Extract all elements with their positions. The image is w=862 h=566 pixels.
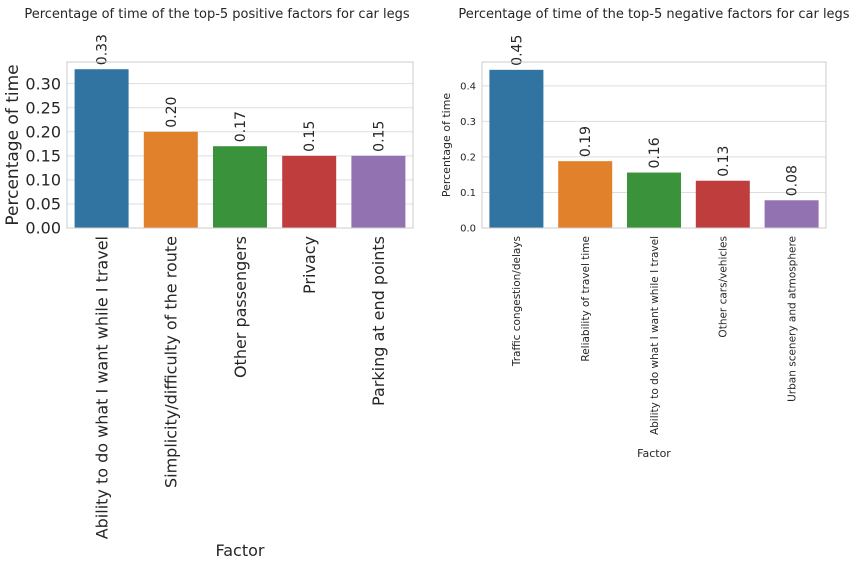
x-tick-label: Privacy bbox=[300, 236, 319, 294]
bar bbox=[351, 155, 406, 228]
chart-right-x-label: Factor bbox=[637, 447, 671, 460]
chart-left-frame bbox=[66, 61, 414, 229]
x-tick-label: Ability to do what I want while I travel bbox=[92, 236, 111, 539]
x-tick-label: Urban scenery and atmosphere bbox=[786, 236, 798, 402]
x-tick-label: Reliability of travel time bbox=[580, 236, 592, 362]
chart-left-y-ticks: 0.00 0.05 0.10 0.15 0.20 0.25 0.30 bbox=[25, 74, 61, 237]
y-tick-label: 0.10 bbox=[25, 170, 61, 189]
chart-right-y-label: Percentage of time bbox=[440, 93, 453, 198]
bar bbox=[489, 69, 544, 228]
y-tick-label: 0.4 bbox=[460, 81, 476, 92]
bar bbox=[74, 69, 129, 228]
bar bbox=[213, 146, 267, 228]
y-tick-label: 0.05 bbox=[25, 195, 61, 214]
x-tick-label: Other passengers bbox=[231, 236, 250, 378]
x-tick-label: Ability to do what I want while I travel bbox=[649, 236, 661, 435]
bar bbox=[143, 131, 198, 228]
bar-value-label: 0.19 bbox=[578, 126, 594, 157]
chart-left-x-label: Factor bbox=[216, 541, 265, 560]
bar bbox=[282, 155, 337, 228]
bar bbox=[695, 180, 750, 228]
y-tick-label: 0.25 bbox=[25, 98, 61, 117]
y-tick-label: 0.00 bbox=[25, 219, 61, 238]
y-tick-label: 0.0 bbox=[460, 224, 476, 235]
chart-left-title: Percentage of time of the top-5 positive… bbox=[24, 7, 410, 22]
bar-value-label: 0.08 bbox=[785, 165, 801, 196]
x-tick-label: Parking at end points bbox=[369, 236, 388, 406]
chart-right-x-ticks: Traffic congestion/delays Reliability of … bbox=[511, 236, 798, 435]
chart-right-bars: 0.45 0.19 0.16 0.13 0.08 bbox=[489, 35, 819, 228]
bar-value-label: 0.15 bbox=[302, 121, 318, 152]
bar-value-label: 0.33 bbox=[95, 34, 111, 65]
chart-left-x-ticks: Ability to do what I want while I travel… bbox=[92, 236, 388, 539]
y-tick-label: 0.3 bbox=[460, 117, 476, 128]
bar-value-label: 0.20 bbox=[164, 97, 180, 128]
y-tick-label: 0.2 bbox=[460, 152, 476, 163]
chart-left-bars: 0.33 0.20 0.17 0.15 0.15 bbox=[74, 34, 406, 228]
y-tick-label: 0.20 bbox=[25, 122, 61, 141]
bar-value-label: 0.13 bbox=[716, 146, 732, 177]
chart-right-y-ticks: 0.0 0.1 0.2 0.3 0.4 bbox=[460, 81, 476, 234]
chart-right-title: Percentage of time of the top-5 negative… bbox=[458, 7, 849, 22]
x-tick-label: Other cars/vehicles bbox=[718, 236, 730, 338]
bar bbox=[764, 200, 819, 228]
bar bbox=[627, 172, 681, 228]
bar-value-label: 0.15 bbox=[371, 121, 387, 152]
bar-value-label: 0.17 bbox=[233, 111, 249, 142]
bar bbox=[558, 161, 613, 228]
y-tick-label: 0.15 bbox=[25, 146, 61, 165]
x-tick-label: Traffic congestion/delays bbox=[511, 236, 523, 367]
y-tick-label: 0.1 bbox=[460, 188, 476, 199]
x-tick-label: Simplicity/difficulty of the route bbox=[162, 236, 181, 488]
y-tick-label: 0.30 bbox=[25, 74, 61, 93]
chart-left-y-label: Percentage of time bbox=[3, 64, 23, 225]
bar-value-label: 0.45 bbox=[509, 35, 525, 66]
chart-right-frame bbox=[481, 61, 827, 229]
bar-value-label: 0.16 bbox=[647, 137, 663, 168]
